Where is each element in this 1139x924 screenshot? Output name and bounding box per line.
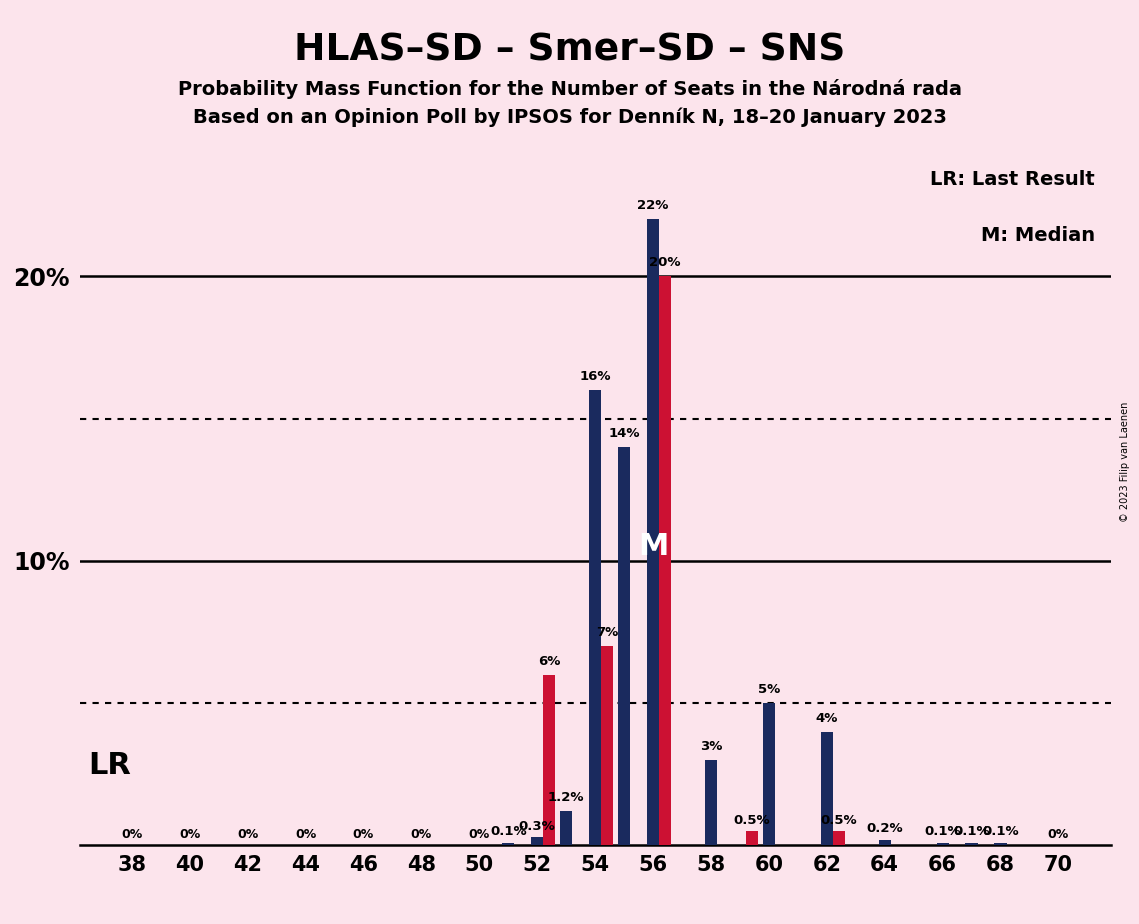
Bar	[531, 837, 543, 845]
Bar	[659, 276, 671, 845]
Text: 0.1%: 0.1%	[490, 825, 526, 838]
Bar	[705, 760, 718, 845]
Text: 0%: 0%	[353, 828, 374, 841]
Text: 0%: 0%	[295, 828, 317, 841]
Text: 16%: 16%	[580, 370, 611, 383]
Text: 0.3%: 0.3%	[519, 820, 556, 833]
Text: Probability Mass Function for the Number of Seats in the Národná rada: Probability Mass Function for the Number…	[178, 79, 961, 99]
Text: 14%: 14%	[608, 427, 640, 440]
Bar	[936, 843, 949, 845]
Text: M: M	[638, 532, 669, 561]
Text: 7%: 7%	[596, 626, 618, 639]
Text: 22%: 22%	[638, 200, 669, 213]
Text: 0.5%: 0.5%	[734, 814, 770, 827]
Bar	[833, 832, 845, 845]
Text: Based on an Opinion Poll by IPSOS for Denník N, 18–20 January 2023: Based on an Opinion Poll by IPSOS for De…	[192, 107, 947, 127]
Text: 6%: 6%	[539, 654, 560, 667]
Bar	[878, 840, 891, 845]
Text: 0.1%: 0.1%	[953, 825, 990, 838]
Bar	[763, 703, 775, 845]
Text: 0.1%: 0.1%	[982, 825, 1018, 838]
Text: LR: Last Result: LR: Last Result	[931, 170, 1095, 188]
Bar	[618, 447, 630, 845]
Text: M: Median: M: Median	[981, 226, 1095, 246]
Bar	[543, 675, 556, 845]
Bar	[601, 646, 614, 845]
Bar	[647, 219, 659, 845]
Text: 0%: 0%	[468, 828, 490, 841]
Text: 0%: 0%	[179, 828, 200, 841]
Text: 3%: 3%	[699, 740, 722, 753]
Bar	[560, 811, 572, 845]
Text: © 2023 Filip van Laenen: © 2023 Filip van Laenen	[1120, 402, 1130, 522]
Text: 0%: 0%	[1048, 828, 1070, 841]
Text: 0%: 0%	[237, 828, 259, 841]
Bar	[966, 843, 977, 845]
Text: 5%: 5%	[757, 683, 780, 696]
Text: 20%: 20%	[649, 256, 681, 269]
Bar	[589, 390, 601, 845]
Bar	[821, 732, 833, 845]
Text: 0%: 0%	[411, 828, 432, 841]
Text: 0%: 0%	[121, 828, 142, 841]
Text: 1.2%: 1.2%	[548, 791, 584, 804]
Text: 0.5%: 0.5%	[820, 814, 858, 827]
Text: HLAS–SD – Smer–SD – SNS: HLAS–SD – Smer–SD – SNS	[294, 32, 845, 68]
Text: 0.1%: 0.1%	[924, 825, 961, 838]
Text: 4%: 4%	[816, 711, 838, 724]
Text: 0.2%: 0.2%	[867, 822, 903, 835]
Bar	[746, 832, 759, 845]
Text: LR: LR	[89, 751, 131, 780]
Bar	[994, 843, 1007, 845]
Bar	[502, 843, 515, 845]
